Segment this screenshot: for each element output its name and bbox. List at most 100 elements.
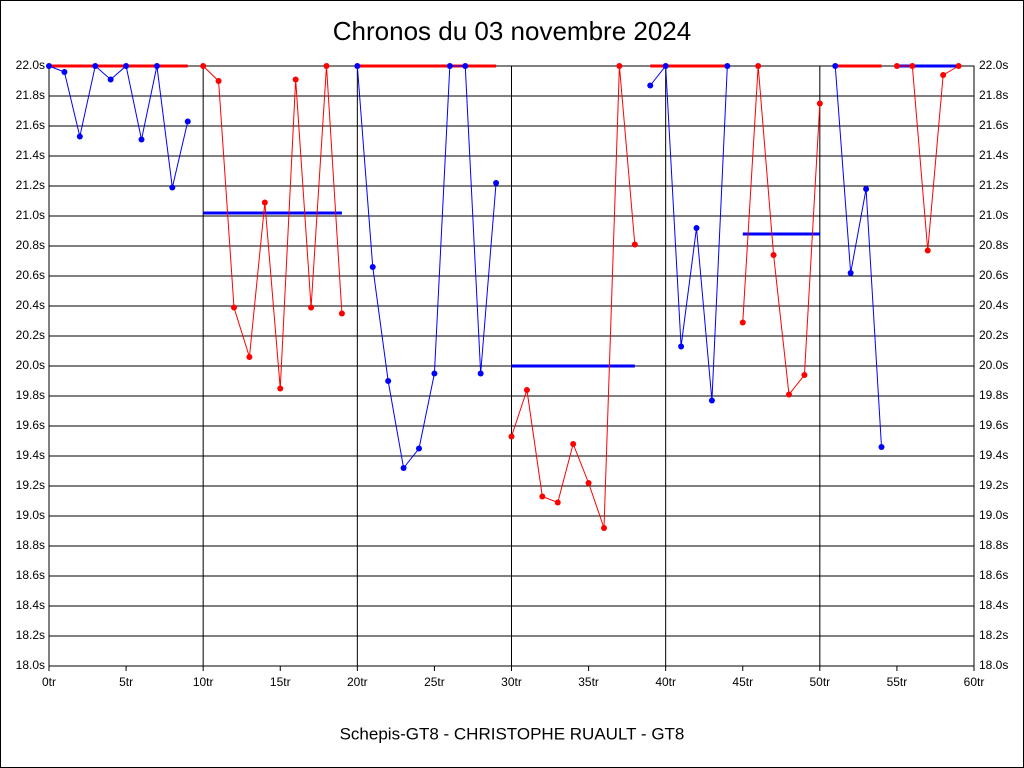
- y-tick-label-right: 19.2s: [979, 478, 1008, 492]
- y-tick-label-right: 21.2s: [979, 178, 1008, 192]
- lap-point: [446, 63, 453, 69]
- x-tick-label: 25tr: [424, 675, 445, 689]
- y-tick-label-right: 18.8s: [979, 538, 1008, 552]
- lap-point: [200, 63, 207, 69]
- lap-point: [770, 252, 777, 258]
- series-line: [48, 65, 189, 188]
- y-tick-label-right: 20.4s: [979, 298, 1008, 312]
- plot-frame: [48, 65, 975, 667]
- lap-point: [231, 304, 237, 311]
- lap-point: [246, 354, 253, 360]
- lap-point: [601, 525, 607, 531]
- lap-point: [123, 63, 130, 69]
- lap-point: [554, 499, 561, 506]
- chart-title: Chronos du 03 novembre 2024: [333, 16, 691, 46]
- lap-point: [678, 343, 685, 350]
- lap-point: [107, 76, 114, 83]
- x-tick-label: 55tr: [887, 675, 908, 689]
- lap-point: [724, 63, 731, 69]
- lap-point: [400, 465, 407, 471]
- lap-point: [631, 241, 638, 248]
- y-tick-label: 21.2s: [16, 178, 45, 192]
- x-tick-label: 40tr: [655, 675, 676, 689]
- lap-point: [863, 186, 870, 192]
- lap-point: [955, 63, 962, 69]
- y-tick-label: 18.6s: [16, 568, 45, 582]
- y-tick-label-right: 18.2s: [979, 628, 1008, 642]
- lap-point: [431, 370, 438, 377]
- series-line: [356, 65, 497, 470]
- lap-point: [76, 133, 83, 140]
- lap-point: [354, 63, 361, 69]
- x-tick-label: 15tr: [270, 675, 291, 689]
- lap-point: [292, 76, 299, 83]
- y-tick-label: 20.4s: [16, 298, 45, 312]
- lap-point: [647, 82, 654, 89]
- series-line: [742, 65, 821, 396]
- lap-point: [786, 391, 792, 398]
- y-tick-label: 21.8s: [16, 88, 45, 102]
- lap-point: [323, 63, 330, 69]
- y-tick-label-right: 20.6s: [979, 268, 1008, 282]
- lap-point: [277, 385, 284, 392]
- y-tick-label: 19.2s: [16, 478, 45, 492]
- lap-point: [385, 378, 392, 384]
- x-axis-label: Schepis-GT8 - CHRISTOPHE RUAULT - GT8: [340, 724, 685, 743]
- y-tick-label-right: 19.6s: [979, 418, 1008, 432]
- lap-point: [940, 72, 947, 78]
- y-tick-label-right: 20.2s: [979, 328, 1008, 342]
- lap-point: [261, 199, 268, 206]
- lap-point: [308, 304, 315, 311]
- series-line: [649, 64, 728, 401]
- y-tick-label: 20.2s: [16, 328, 45, 342]
- y-tick-label: 19.6s: [16, 418, 45, 432]
- lap-point: [878, 444, 885, 450]
- lap-point: [570, 441, 577, 447]
- lap-point: [184, 118, 191, 125]
- lap-point: [847, 270, 854, 276]
- y-tick-label: 18.2s: [16, 628, 45, 642]
- lap-point: [739, 319, 746, 326]
- lap-point: [416, 445, 422, 452]
- y-tick-label: 21.6s: [16, 118, 45, 132]
- x-tick-label: 0tr: [42, 675, 56, 689]
- y-tick-label-right: 19.8s: [979, 388, 1008, 402]
- lap-point: [893, 63, 900, 69]
- lap-point: [138, 136, 145, 143]
- lap-point: [693, 225, 700, 231]
- lap-point: [832, 63, 839, 69]
- y-tick-label-right: 20.0s: [979, 358, 1008, 372]
- x-tick-label: 5tr: [119, 675, 133, 689]
- lap-point: [338, 310, 345, 317]
- lap-point: [909, 63, 916, 69]
- x-tick-label: 30tr: [501, 675, 522, 689]
- lap-point: [46, 63, 52, 69]
- x-tick-label: 50tr: [809, 675, 830, 689]
- lap-point: [169, 184, 176, 191]
- lap-point: [215, 78, 222, 84]
- y-tick-label-right: 18.4s: [979, 598, 1008, 612]
- y-tick-label: 21.4s: [16, 148, 45, 162]
- lap-point: [523, 387, 530, 393]
- y-tick-label-right: 21.8s: [979, 88, 1008, 102]
- lap-point: [153, 63, 160, 69]
- y-tick-label: 18.4s: [16, 598, 45, 612]
- y-tick-label: 21.0s: [16, 208, 45, 222]
- y-tick-label: 19.8s: [16, 388, 45, 402]
- y-tick-label-right: 18.0s: [979, 658, 1008, 672]
- lap-point: [755, 63, 762, 69]
- y-tick-label: 19.4s: [16, 448, 45, 462]
- y-tick-label-right: 19.0s: [979, 508, 1008, 522]
- lap-point: [92, 63, 99, 69]
- y-tick-label-right: 18.6s: [979, 568, 1008, 582]
- y-tick-label-right: 21.6s: [979, 118, 1008, 132]
- lap-point: [61, 69, 68, 75]
- y-tick-label-right: 21.4s: [979, 148, 1008, 162]
- series-line: [834, 65, 882, 448]
- x-tick-label: 35tr: [578, 675, 599, 689]
- y-tick-label: 18.8s: [16, 538, 45, 552]
- y-tick-label: 20.0s: [16, 358, 45, 372]
- lap-point: [816, 100, 823, 107]
- lap-point: [616, 63, 623, 69]
- x-tick-label: 60tr: [964, 675, 985, 689]
